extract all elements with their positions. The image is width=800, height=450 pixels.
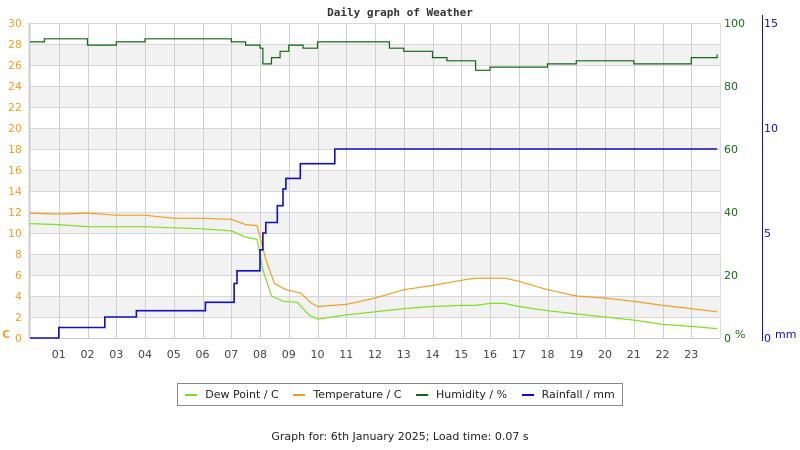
svg-text:04: 04 [138,348,152,361]
svg-text:8: 8 [15,248,22,261]
svg-text:26: 26 [8,59,22,72]
legend-label: Temperature / C [313,388,402,401]
svg-text:13: 13 [397,348,411,361]
svg-text:C: C [2,328,10,341]
svg-text:%: % [735,328,745,341]
legend-label: Rainfall / mm [541,388,615,401]
svg-text:16: 16 [483,348,497,361]
svg-text:28: 28 [8,38,22,51]
svg-text:100: 100 [724,17,745,30]
svg-text:22: 22 [8,101,22,114]
legend-label: Dew Point / C [205,388,279,401]
svg-text:18: 18 [8,143,22,156]
svg-text:15: 15 [764,17,778,30]
svg-text:10: 10 [8,227,22,240]
svg-text:19: 19 [569,348,583,361]
dew-point-line [29,223,718,330]
svg-text:05: 05 [167,348,181,361]
svg-text:60: 60 [724,143,738,156]
svg-text:14: 14 [426,348,440,361]
svg-text:mm: mm [775,328,796,341]
svg-text:30: 30 [8,17,22,30]
svg-text:15: 15 [454,348,468,361]
svg-text:80: 80 [724,80,738,93]
svg-text:0: 0 [724,332,731,345]
svg-text:10: 10 [764,122,778,135]
graph-footer: Graph for: 6th January 2025; Load time: … [271,430,529,443]
svg-text:6: 6 [15,269,22,282]
svg-text:24: 24 [8,80,22,93]
svg-text:0: 0 [15,332,22,345]
svg-text:20: 20 [724,269,738,282]
legend-item-humidity: Humidity / % [416,388,507,401]
legend-label: Humidity / % [436,388,508,401]
svg-text:16: 16 [8,164,22,177]
weather-chart: Daily graph of Weather 02468101214161820… [2,6,796,361]
legend-item-rainfall: Rainfall / mm [521,388,615,401]
svg-text:12: 12 [8,206,22,219]
temperature-line [29,212,718,313]
svg-text:23: 23 [684,348,698,361]
svg-text:01: 01 [52,348,66,361]
svg-text:18: 18 [541,348,555,361]
svg-text:11: 11 [339,348,353,361]
svg-text:21: 21 [627,348,641,361]
data-series [29,38,718,339]
svg-text:0: 0 [764,332,771,345]
svg-text:20: 20 [8,122,22,135]
svg-text:20: 20 [598,348,612,361]
svg-text:03: 03 [109,348,123,361]
svg-text:06: 06 [196,348,210,361]
chart-title: Daily graph of Weather [327,6,473,19]
svg-text:2: 2 [15,311,22,324]
svg-text:02: 02 [81,348,95,361]
legend-swatch [521,393,534,396]
legend-swatch [293,393,306,396]
svg-text:12: 12 [368,348,382,361]
legend-swatch [416,393,429,396]
humidity-line [30,38,718,71]
legend-item-temperature: Temperature / C [293,388,401,401]
svg-text:09: 09 [282,348,296,361]
svg-text:22: 22 [656,348,670,361]
svg-text:07: 07 [224,348,238,361]
hour-axis: 01 02 03 04 05 06 07 08 09 10 11 12 13 14 15 16 17 18 19 20… [52,348,699,361]
legend-item-dew-point: Dew Point / C [185,388,279,401]
rainfall-axis: 0 5 10 15 mm [762,15,796,345]
humidity-axis: 0 20 40 60 80 100% [724,17,745,345]
svg-text:08: 08 [253,348,267,361]
svg-text:40: 40 [724,206,738,219]
svg-text:4: 4 [15,290,22,303]
chart-legend: Dew Point / C Temperature / C Humidity /… [177,383,623,406]
svg-text:10: 10 [311,348,325,361]
svg-text:5: 5 [764,227,771,240]
legend-swatch [185,393,198,396]
rainfall-line [30,148,718,339]
svg-text:17: 17 [512,348,526,361]
svg-text:14: 14 [8,185,22,198]
